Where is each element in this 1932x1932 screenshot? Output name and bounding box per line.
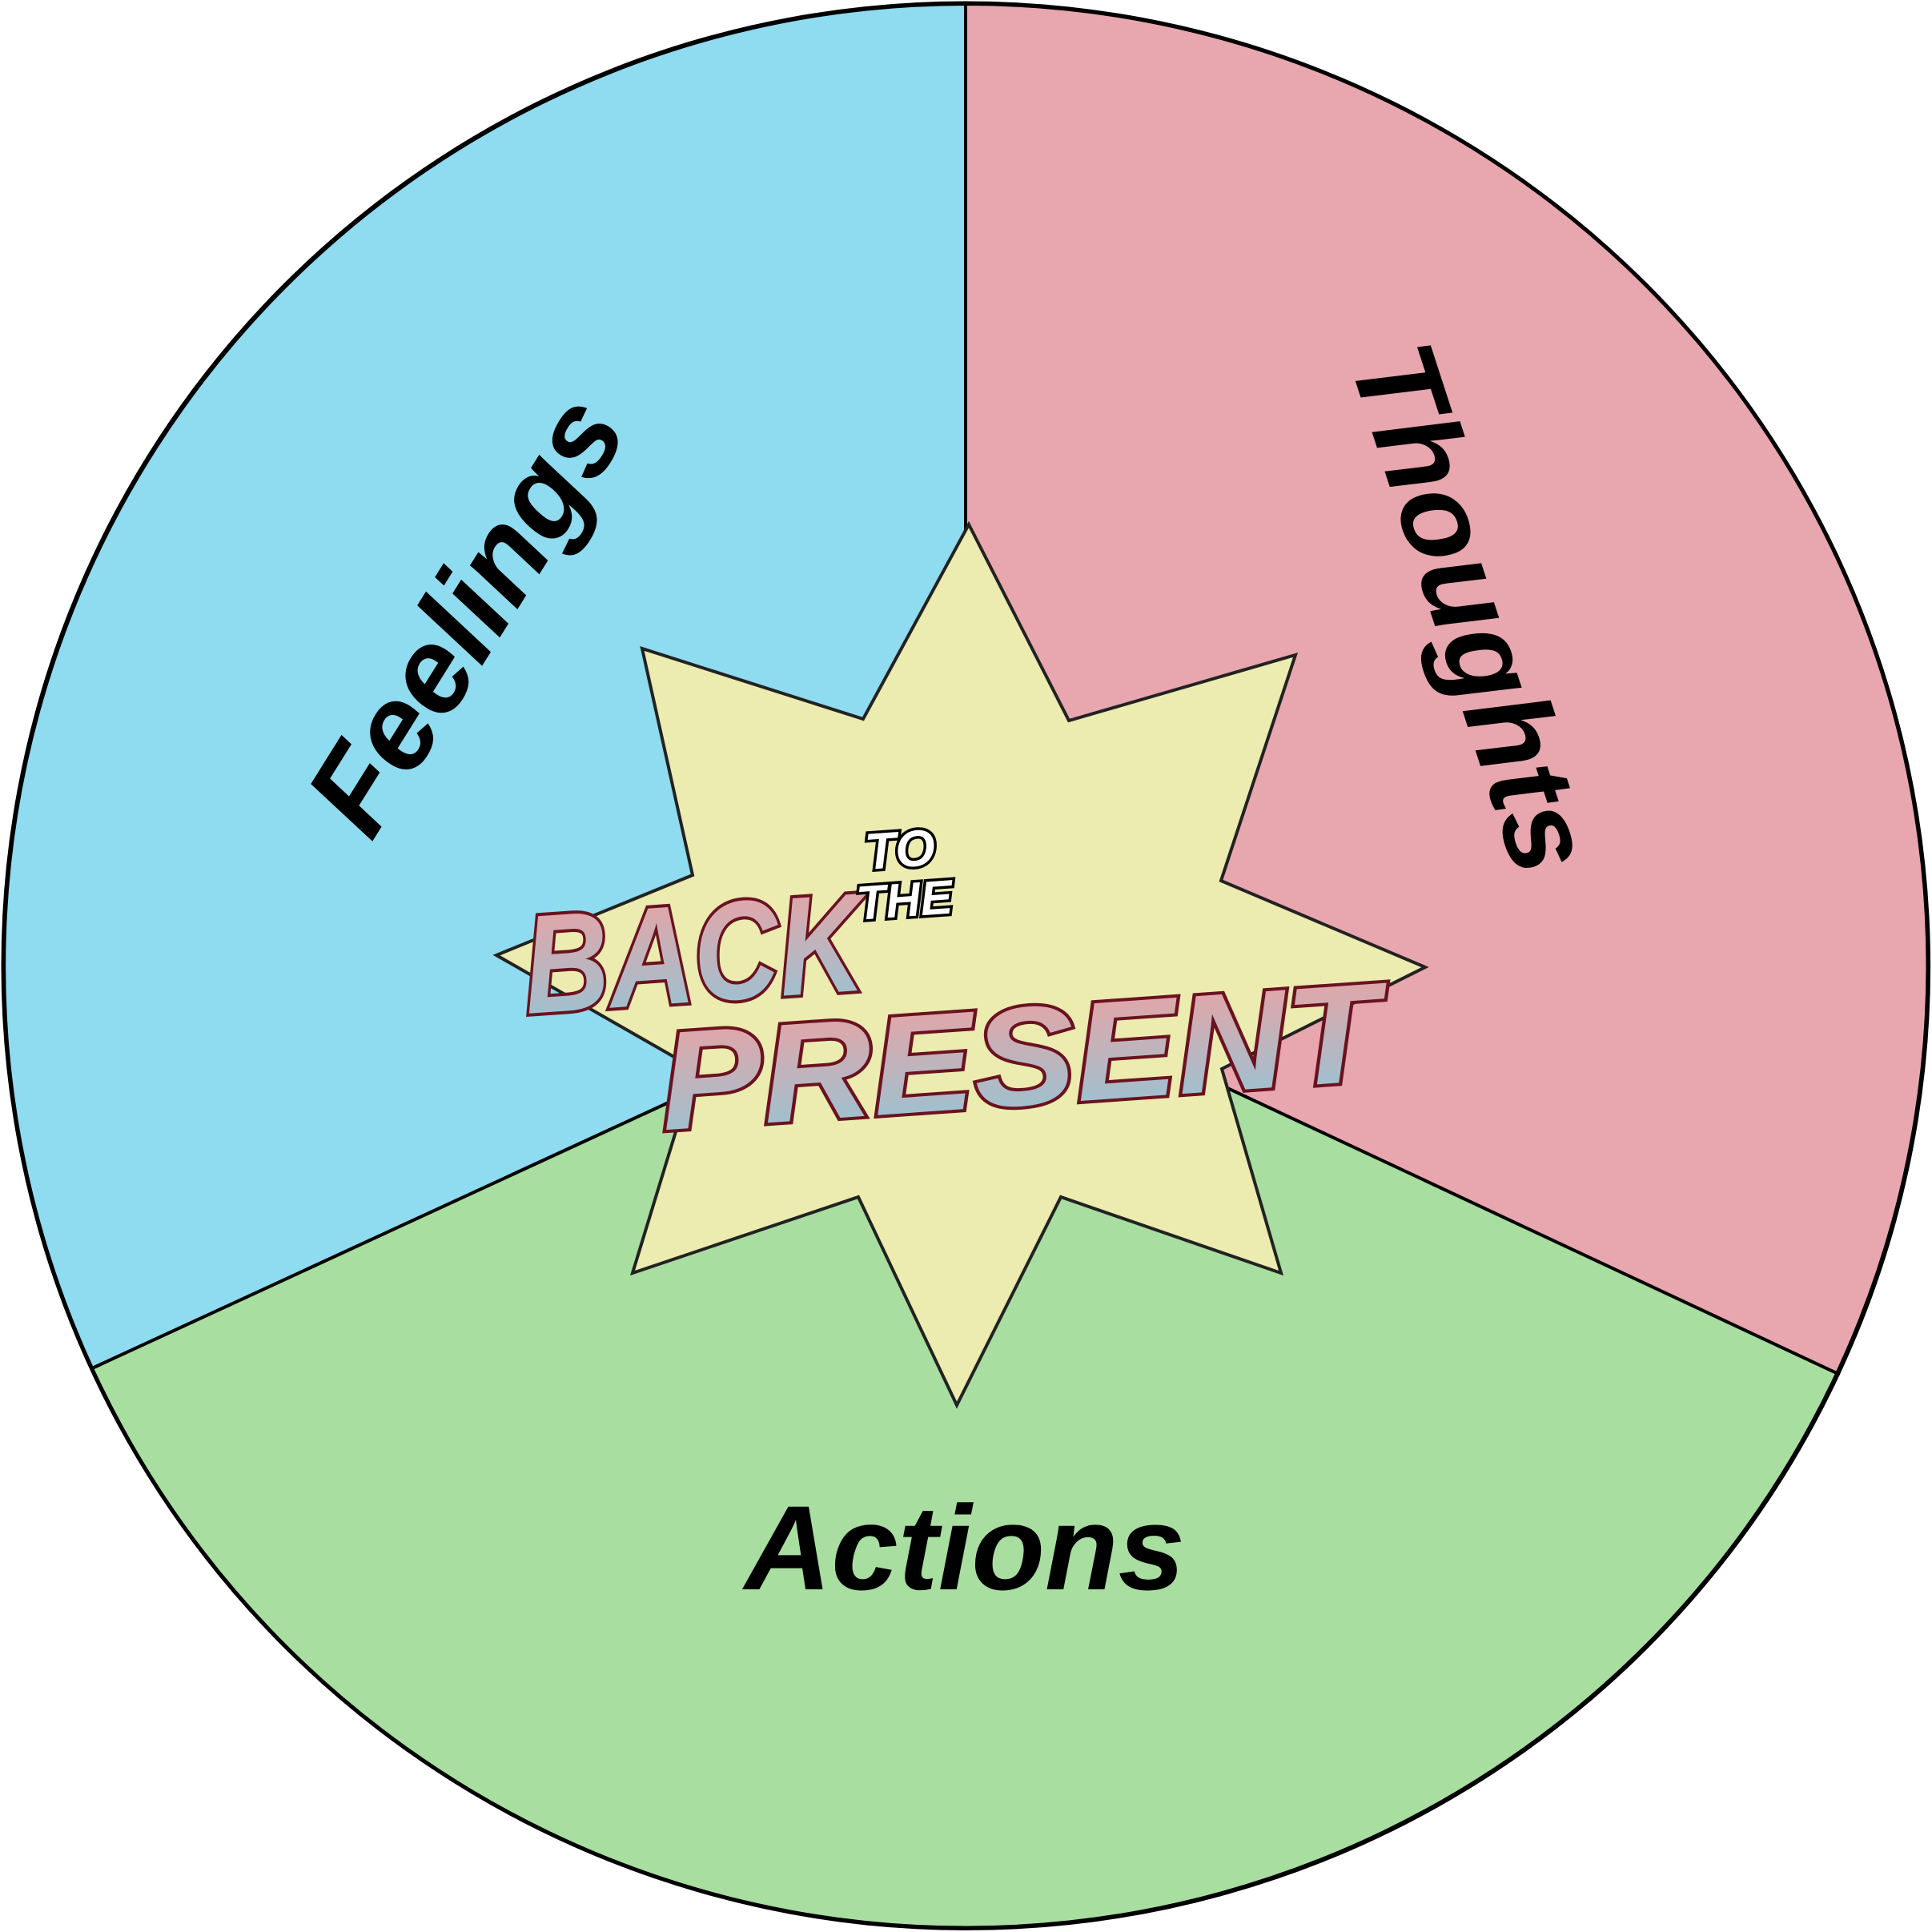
logo-back: BACK (518, 864, 875, 1044)
logo-to: TO (863, 818, 938, 881)
actions-label: Actions (741, 1480, 1185, 1615)
logo-the: THE (854, 870, 955, 930)
center-star (492, 520, 1429, 1409)
